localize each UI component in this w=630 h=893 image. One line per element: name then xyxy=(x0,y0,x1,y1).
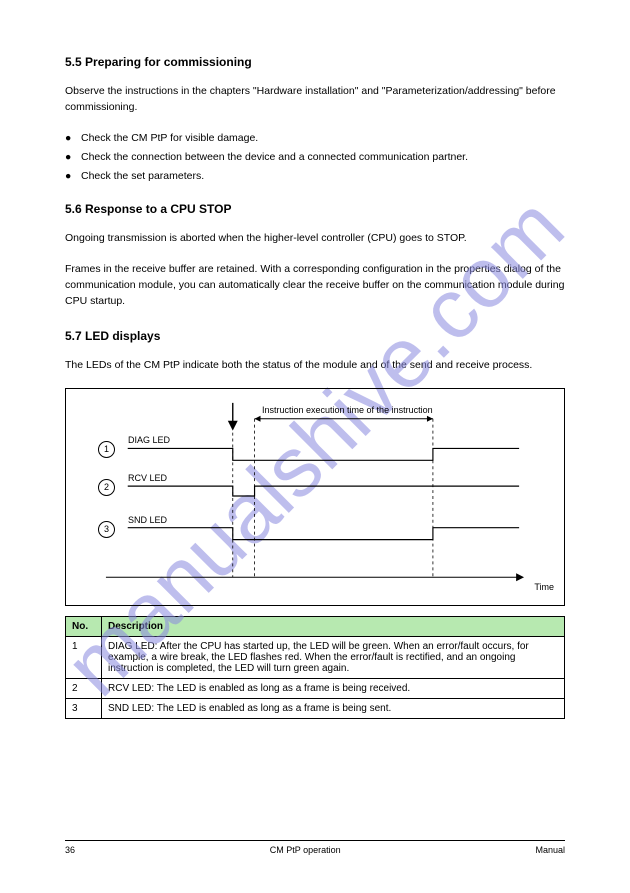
signal-2-label: RCV LED xyxy=(128,473,167,483)
footer-title: CM PtP operation xyxy=(270,845,341,855)
bullet-item: ● Check the set parameters. xyxy=(65,168,565,184)
section-5-6-title: 5.6 Response to a CPU STOP xyxy=(65,202,565,216)
signal-2-circle-icon: 2 xyxy=(98,479,115,496)
legend-cell-no: 1 xyxy=(66,636,102,678)
execution-time-arrow xyxy=(255,415,433,421)
legend-header-row: No. Description xyxy=(66,616,565,636)
section-5-7-title: 5.7 LED displays xyxy=(65,329,565,343)
signal-3-number: 3 xyxy=(104,524,109,534)
bullet-text: Check the CM PtP for visible damage. xyxy=(81,130,565,146)
legend-table: No. Description 1 DIAG LED: After the CP… xyxy=(65,616,565,719)
signal-1-circle-icon: 1 xyxy=(98,441,115,458)
section-5-7-body: The LEDs of the CM PtP indicate both the… xyxy=(65,357,565,373)
bullet-text: Check the connection between the device … xyxy=(81,149,565,165)
signal-1-trace xyxy=(128,448,519,460)
signal-3-circle-icon: 3 xyxy=(98,521,115,538)
legend-cell-desc: DIAG LED: After the CPU has started up, … xyxy=(102,636,565,678)
legend-cell-no: 2 xyxy=(66,678,102,698)
section-5-5-body: Observe the instructions in the chapters… xyxy=(65,83,565,116)
section-5-6-body-2: Frames in the receive buffer are retaine… xyxy=(65,261,565,310)
footer-right: Manual xyxy=(535,845,565,855)
section-5-5-title: 5.5 Preparing for commissioning xyxy=(65,55,565,69)
page-footer: 36 CM PtP operation Manual xyxy=(65,840,565,855)
section-5-6-body-1: Ongoing transmission is aborted when the… xyxy=(65,230,565,246)
event-arrow-icon xyxy=(228,403,238,431)
signal-3-trace xyxy=(128,527,519,539)
bullet-item: ● Check the CM PtP for visible damage. xyxy=(65,130,565,146)
legend-cell-no: 3 xyxy=(66,698,102,718)
footer-page-number: 36 xyxy=(65,845,75,855)
legend-row: 1 DIAG LED: After the CPU has started up… xyxy=(66,636,565,678)
bullet-marker: ● xyxy=(65,149,81,165)
bullet-item: ● Check the connection between the devic… xyxy=(65,149,565,165)
timing-diagram-svg xyxy=(66,389,564,605)
signal-3-label: SND LED xyxy=(128,515,167,525)
bullet-text: Check the set parameters. xyxy=(81,168,565,184)
page-container: manualshive.com 5.5 Preparing for commis… xyxy=(0,0,630,893)
time-axis xyxy=(106,573,524,581)
signal-1-number: 1 xyxy=(104,444,109,454)
signal-1-label: DIAG LED xyxy=(128,435,170,445)
legend-cell-desc: RCV LED: The LED is enabled as long as a… xyxy=(102,678,565,698)
legend-row: 2 RCV LED: The LED is enabled as long as… xyxy=(66,678,565,698)
legend-row: 3 SND LED: The LED is enabled as long as… xyxy=(66,698,565,718)
bullet-marker: ● xyxy=(65,130,81,146)
signal-2-trace xyxy=(128,486,519,496)
signal-2-number: 2 xyxy=(104,482,109,492)
execution-time-label: Instruction execution time of the instru… xyxy=(262,405,433,415)
legend-header-no: No. xyxy=(66,616,102,636)
time-axis-label: Time xyxy=(534,582,554,592)
timing-diagram: 1 DIAG LED 2 RCV LED 3 SND LED Instructi… xyxy=(65,388,565,606)
legend-header-desc: Description xyxy=(102,616,565,636)
bullet-marker: ● xyxy=(65,168,81,184)
legend-cell-desc: SND LED: The LED is enabled as long as a… xyxy=(102,698,565,718)
